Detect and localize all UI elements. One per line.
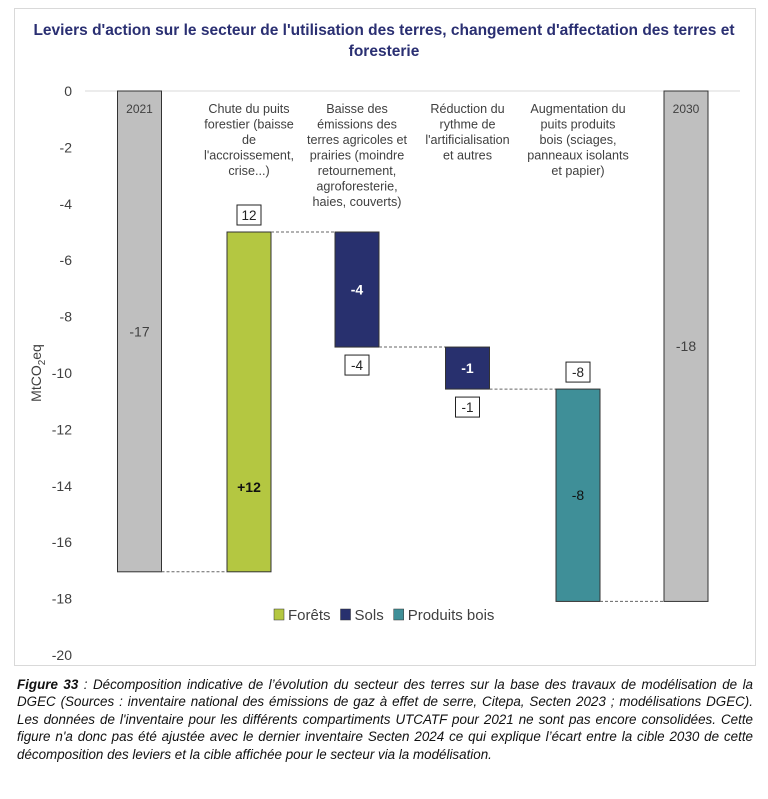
legend-label: Sols [355,607,384,624]
y-axis-label: MtCO2eq [28,344,48,402]
caption-label: Figure 33 [17,677,79,692]
bar-value-label: -8 [572,487,585,503]
data-label: -8 [572,365,584,380]
bar-value-label: -17 [129,323,149,339]
y-tick-label: -14 [52,478,72,494]
data-label-box [455,396,480,418]
data-label: -1 [461,400,473,415]
figure-caption: Figure 33 : Décomposition indicative de … [17,676,753,763]
category-label: Réduction du [430,102,504,116]
y-tick-label: -18 [52,591,72,607]
category-label: émissions des [317,118,397,132]
category-label: puits produits [541,118,616,132]
y-tick-label: -2 [60,139,73,155]
category-label: panneaux isolants [527,149,629,163]
bar-value-label: +12 [237,479,261,495]
legend-swatch [393,608,404,621]
bar [226,231,272,573]
category-label: haies, couverts) [313,195,402,209]
caption-text: : Décomposition indicative de l’évolutio… [17,677,753,762]
category-label: rythme de [440,118,496,132]
legend-swatch [273,608,285,621]
category-label: bois (sciages, [540,133,617,147]
waterfall-chart: 0 -2 -4 -6 -8 -10 -12 -14 -16 -18 -20 MtCO2eq -17 202… [28,83,740,663]
category-label: agroforesterie, [316,180,397,194]
data-label: 12 [241,208,256,223]
bar [334,231,380,348]
chart-title: Leviers d'action sur le secteur de l'uti… [33,22,735,60]
bar [445,346,490,390]
legend-label: Produits bois [408,607,495,624]
bar-value-label: -4 [351,282,364,298]
y-tick-label: -8 [60,309,73,325]
category-label: Baisse des [326,102,388,116]
data-label-box [344,354,370,376]
data-label-box [236,204,262,226]
category-label: de [242,133,256,147]
category-label: l'accroissement, [204,149,294,163]
category-label: et autres [443,149,492,163]
bar [663,90,709,602]
y-tick-label: -16 [52,534,72,550]
legend-label: Forêts [288,607,331,624]
category-label: 2030 [673,102,700,116]
category-label: forestier (baisse [204,118,294,132]
y-tick-label: -20 [52,647,72,663]
y-tick-label: -12 [52,421,72,437]
y-tick-label: -6 [60,252,73,268]
category-label: retournement, [318,164,396,178]
bar-value-label: -1 [461,360,474,376]
category-label: crise...) [228,164,269,178]
bar [117,90,162,573]
data-label: -4 [351,358,363,373]
y-tick-label: -4 [60,196,73,212]
bar [555,388,601,602]
category-label: 2021 [126,102,153,116]
category-label: et papier) [551,164,604,178]
y-tick-label: -10 [52,365,72,381]
y-tick-label: 0 [64,83,72,99]
category-label: terres agricoles et [307,133,408,147]
category-label: prairies (moindre [310,149,404,163]
category-label: Augmentation du [530,102,625,116]
data-label-box [565,361,591,383]
category-label: Chute du puits [208,102,289,116]
bar-value-label: -18 [676,338,696,354]
legend-swatch [340,608,351,621]
category-label: l'artificialisation [425,133,509,147]
